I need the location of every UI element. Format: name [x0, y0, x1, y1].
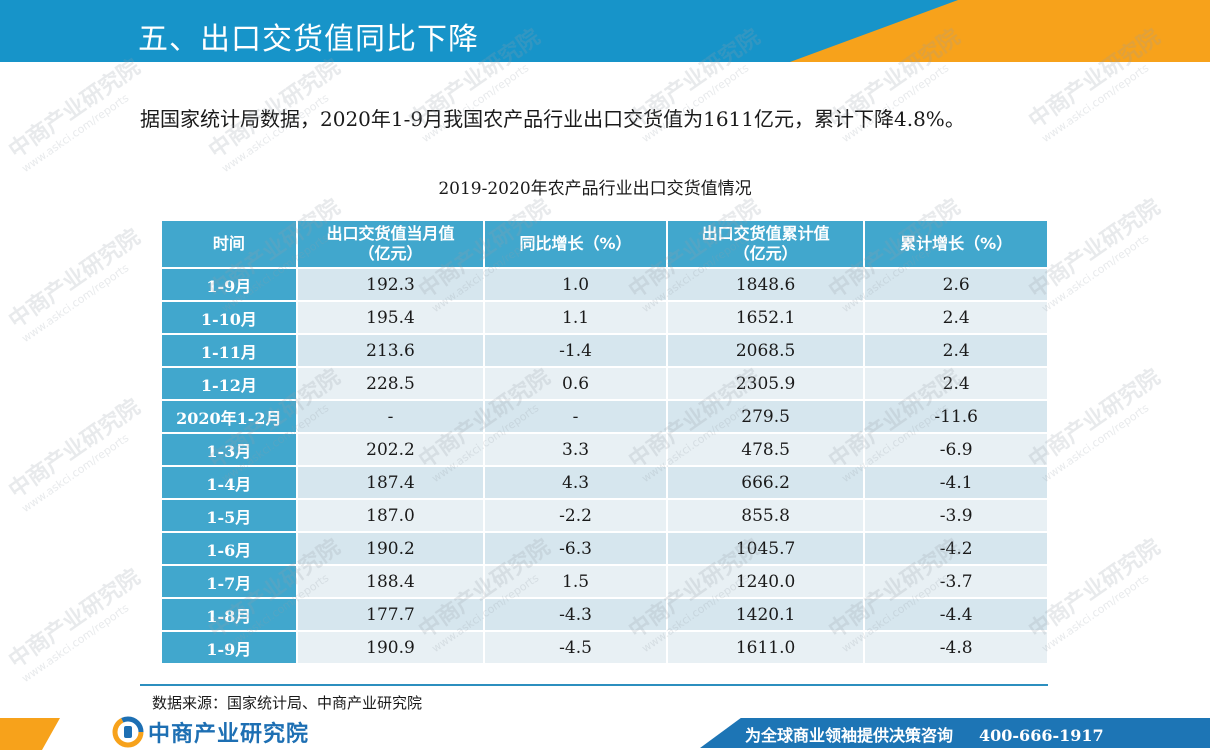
- col-header-time: 时间: [160, 219, 298, 269]
- cell-cumulative-value: 1420.1: [665, 597, 866, 632]
- table-row: 1-10月 195.4 1.1 1652.1 2.4: [160, 300, 1049, 335]
- cell-monthly-value: 195.4: [295, 300, 486, 335]
- cell-cumulative-value: 279.5: [665, 399, 866, 434]
- cell-time: 1-11月: [160, 333, 298, 368]
- export-data-table: 时间 出口交货值当月值 （亿元） 同比增长（%） 出口交货值累计值 （亿元） 累计增长（%）…: [160, 219, 1049, 665]
- footer-orange-accent: [0, 718, 60, 750]
- table-row: 1-12月 228.5 0.6 2305.9 2.4: [160, 366, 1049, 401]
- cell-cumulative-growth: 2.4: [863, 333, 1049, 368]
- watermark: 中商产业研究院 www.askci.com/reports: [4, 54, 145, 176]
- cell-time: 1-9月: [160, 630, 298, 665]
- cell-cumulative-growth: 2.4: [863, 300, 1049, 335]
- cell-yoy-growth: -: [483, 399, 668, 434]
- table-row: 1-6月 190.2 -6.3 1045.7 -4.2: [160, 531, 1049, 566]
- cell-cumulative-value: 1045.7: [665, 531, 866, 566]
- cell-yoy-growth: 1.1: [483, 300, 668, 335]
- table-row: 1-9月 192.3 1.0 1848.6 2.6: [160, 267, 1049, 302]
- cell-monthly-value: 187.4: [295, 465, 486, 500]
- cell-yoy-growth: -1.4: [483, 333, 668, 368]
- cell-cumulative-value: 1240.0: [665, 564, 866, 599]
- cell-cumulative-value: 855.8: [665, 498, 866, 533]
- table-header-row: 时间 出口交货值当月值 （亿元） 同比增长（%） 出口交货值累计值 （亿元） 累计增长（%）: [160, 219, 1049, 269]
- cell-cumulative-growth: 2.4: [863, 366, 1049, 401]
- cell-cumulative-value: 666.2: [665, 465, 866, 500]
- source-note: 数据来源：国家统计局、中商产业研究院: [152, 694, 423, 712]
- cell-cumulative-growth: -3.7: [863, 564, 1049, 599]
- cell-cumulative-growth: -3.9: [863, 498, 1049, 533]
- cell-time: 1-5月: [160, 498, 298, 533]
- table-row: 1-9月 190.9 -4.5 1611.0 -4.8: [160, 630, 1049, 665]
- header-band: 五、出口交货值同比下降: [0, 0, 1210, 62]
- table-row: 1-4月 187.4 4.3 666.2 -4.1: [160, 465, 1049, 500]
- cell-yoy-growth: 1.0: [483, 267, 668, 302]
- cell-cumulative-value: 1848.6: [665, 267, 866, 302]
- cell-cumulative-value: 2068.5: [665, 333, 866, 368]
- cell-yoy-growth: 4.3: [483, 465, 668, 500]
- cell-cumulative-value: 2305.9: [665, 366, 866, 401]
- footer-logo: 中商产业研究院: [112, 716, 309, 748]
- col-header-cumulative-growth: 累计增长（%）: [863, 219, 1049, 269]
- cell-monthly-value: -: [295, 399, 486, 434]
- table-row: 1-3月 202.2 3.3 478.5 -6.9: [160, 432, 1049, 467]
- cell-yoy-growth: -4.3: [483, 597, 668, 632]
- col-header-monthly-value: 出口交货值当月值 （亿元）: [295, 219, 486, 269]
- footer-slogan: 为全球商业领袖提供决策咨询: [745, 726, 954, 745]
- cell-monthly-value: 190.2: [295, 531, 486, 566]
- cell-cumulative-growth: -4.1: [863, 465, 1049, 500]
- page-title: 五、出口交货值同比下降: [138, 22, 479, 57]
- table-row: 1-7月 188.4 1.5 1240.0 -3.7: [160, 564, 1049, 599]
- cell-yoy-growth: 1.5: [483, 564, 668, 599]
- source-divider: [140, 684, 1048, 686]
- cell-monthly-value: 213.6: [295, 333, 486, 368]
- cell-time: 1-3月: [160, 432, 298, 467]
- cell-time: 1-7月: [160, 564, 298, 599]
- intro-text: 据国家统计局数据，2020年1-9月我国农产品行业出口交货值为1611亿元，累计…: [140, 107, 965, 131]
- cell-cumulative-value: 1611.0: [665, 630, 866, 665]
- logo-text: 中商产业研究院: [148, 722, 310, 747]
- cell-time: 1-4月: [160, 465, 298, 500]
- cell-time: 1-6月: [160, 531, 298, 566]
- table-row: 1-11月 213.6 -1.4 2068.5 2.4: [160, 333, 1049, 368]
- cell-monthly-value: 188.4: [295, 564, 486, 599]
- table-row: 1-5月 187.0 -2.2 855.8 -3.9: [160, 498, 1049, 533]
- col-header-cumulative-value: 出口交货值累计值 （亿元）: [665, 219, 866, 269]
- cell-monthly-value: 192.3: [295, 267, 486, 302]
- footer-phone: 400-666-1917: [979, 726, 1104, 745]
- col-header-yoy-growth: 同比增长（%）: [483, 219, 668, 269]
- cell-yoy-growth: -2.2: [483, 498, 668, 533]
- cell-monthly-value: 202.2: [295, 432, 486, 467]
- cell-monthly-value: 177.7: [295, 597, 486, 632]
- cell-yoy-growth: 3.3: [483, 432, 668, 467]
- footer-slogan-line: 为全球商业领袖提供决策咨询 400-666-1917: [745, 722, 1104, 746]
- cell-cumulative-growth: -4.2: [863, 531, 1049, 566]
- watermark: 中商产业研究院 www.askci.com/reports: [4, 394, 145, 516]
- header-orange-accent: [790, 0, 1210, 62]
- cell-cumulative-growth: -4.8: [863, 630, 1049, 665]
- cell-cumulative-growth: 2.6: [863, 267, 1049, 302]
- watermark: 中商产业研究院 www.askci.com/reports: [4, 564, 145, 686]
- cell-monthly-value: 187.0: [295, 498, 486, 533]
- table-row: 2020年1-2月 - -279.5 -11.6: [160, 399, 1049, 434]
- cell-yoy-growth: -4.5: [483, 630, 668, 665]
- table-row: 1-8月 177.7 -4.3 1420.1 -4.4: [160, 597, 1049, 632]
- table-title: 2019-2020年农产品行业出口交货值情况: [438, 179, 752, 199]
- cell-monthly-value: 228.5: [295, 366, 486, 401]
- cell-time: 1-10月: [160, 300, 298, 335]
- cell-time: 1-12月: [160, 366, 298, 401]
- cell-cumulative-growth: -11.6: [863, 399, 1049, 434]
- footer-bar: [700, 718, 1210, 748]
- cell-time: 1-9月: [160, 267, 298, 302]
- cell-cumulative-value: 478.5: [665, 432, 866, 467]
- cell-yoy-growth: -6.3: [483, 531, 668, 566]
- company-logo-icon: [112, 716, 144, 748]
- cell-time: 1-8月: [160, 597, 298, 632]
- cell-monthly-value: 190.9: [295, 630, 486, 665]
- cell-cumulative-value: 1652.1: [665, 300, 866, 335]
- watermark: 中商产业研究院 www.askci.com/reports: [4, 224, 145, 346]
- cell-yoy-growth: 0.6: [483, 366, 668, 401]
- cell-cumulative-growth: -4.4: [863, 597, 1049, 632]
- cell-time: 2020年1-2月: [160, 399, 298, 434]
- cell-cumulative-growth: -6.9: [863, 432, 1049, 467]
